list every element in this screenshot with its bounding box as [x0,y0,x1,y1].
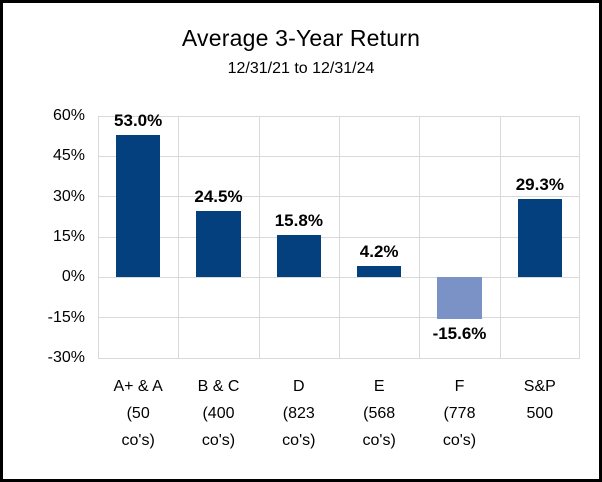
category-label-line: A+ & A [113,378,163,395]
category-label: B & C (400 co's) [178,373,258,473]
y-tick-label: -15% [47,308,85,326]
gridline-vertical [339,116,340,358]
bar-value-label: 24.5% [194,187,243,207]
bar [357,266,402,278]
y-tick-label: 30% [52,187,85,205]
gridline-vertical [499,116,501,358]
y-axis: 60% 45% 30% 15% 0% -15% -30% [3,107,85,366]
category-label-line: co's) [121,432,155,449]
bar [276,234,321,278]
gridline-vertical [98,116,99,358]
category-label-line: (778 [443,405,476,422]
bar-value-label: -15.6% [432,324,487,344]
bar-value-label: 4.2% [359,242,399,262]
gridline-vertical [419,116,421,358]
bar-value-label: 29.3% [515,174,564,194]
gridline-vertical [178,116,180,358]
chart-subtitle: 12/31/21 to 12/31/24 [227,60,375,77]
y-tick-label: 15% [52,228,85,245]
gridline-vertical [579,116,580,358]
bar [116,134,161,278]
category-label-line: S&P [523,378,556,395]
plot-area: 53.0% 24.5% 15.8% 4.2% -15.6% 29.3% [98,111,580,359]
category-label-line: 500 [526,405,554,422]
category-label: D (823 co's) [259,373,339,473]
category-label-line: (568 [363,405,396,422]
category-label-line: (400 [202,405,235,422]
category-label-line: co's) [282,432,316,449]
category-label: E (568 co's) [339,373,419,473]
category-label: S&P 500 [500,373,580,473]
category-label-line: co's) [442,432,477,449]
y-tick-label: 45% [52,147,85,165]
category-label-line: E [373,378,385,395]
category-label: A+ & A (50 co's) [98,373,178,473]
bar-value-label: 15.8% [274,210,323,230]
category-label-line: F [454,378,465,395]
x-axis: A+ & A (50 co's) B & C (400 co's) D (823 co's) E (… [98,373,580,473]
category-label-line: D [293,378,305,395]
gridline-horizontal [98,357,580,359]
category-label-line: co's) [362,432,396,449]
bar [437,277,482,320]
category-label-line: co's) [201,432,236,449]
category-label-line: (50 [126,405,150,422]
chart-title: Average 3-Year Return [181,25,421,51]
bar-value-label: 53.0% [114,110,163,130]
bar [196,211,241,278]
y-tick-label: -30% [47,349,85,366]
bar [517,198,562,278]
category-label-line: B & C [197,378,240,395]
category-label-line: (823 [282,405,315,422]
y-tick-label: 0% [61,268,85,286]
gridline-vertical [258,116,260,358]
category-label: F (778 co's) [419,373,499,473]
y-tick-label: 60% [52,107,85,124]
